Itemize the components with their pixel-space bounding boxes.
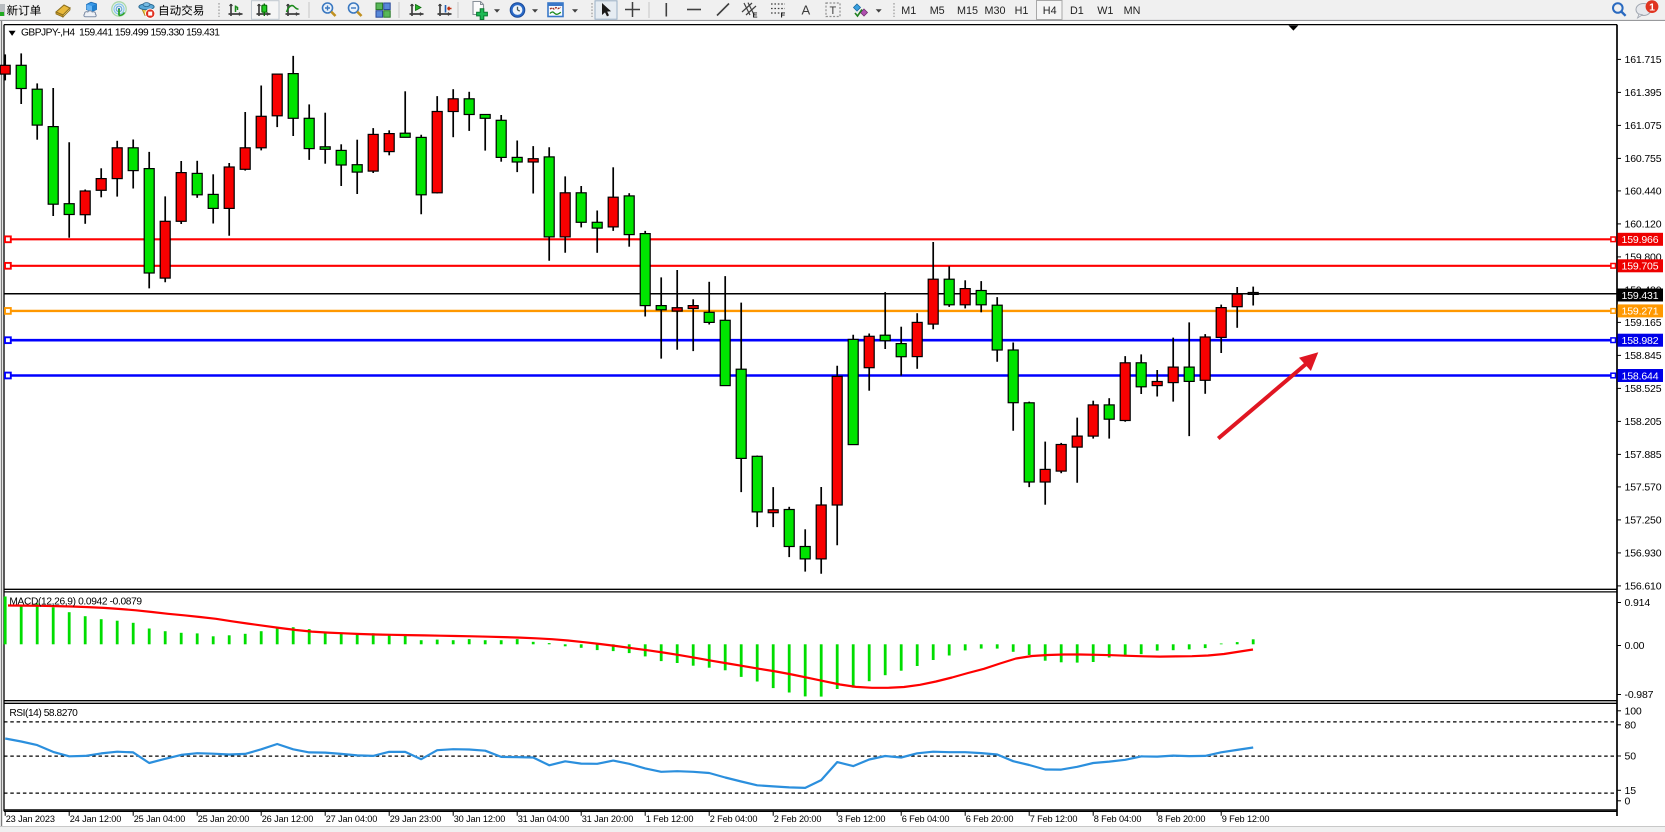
svg-text:100: 100 bbox=[1625, 705, 1642, 717]
svg-text:159.966: 159.966 bbox=[1622, 234, 1659, 246]
svg-text:158.644: 158.644 bbox=[1622, 370, 1659, 382]
svg-text:15: 15 bbox=[1625, 785, 1637, 797]
svg-text:160.440: 160.440 bbox=[1625, 186, 1662, 198]
svg-text:0.914: 0.914 bbox=[1625, 597, 1651, 609]
svg-text:8 Feb 04:00: 8 Feb 04:00 bbox=[1094, 814, 1142, 824]
svg-text:T: T bbox=[830, 5, 837, 17]
svg-text:D1: D1 bbox=[1070, 5, 1084, 17]
svg-text:M1: M1 bbox=[901, 5, 916, 17]
svg-text:0.00: 0.00 bbox=[1625, 640, 1645, 652]
svg-text:-0.987: -0.987 bbox=[1625, 689, 1654, 701]
svg-text:157.570: 157.570 bbox=[1625, 482, 1662, 494]
svg-text:29 Jan 23:00: 29 Jan 23:00 bbox=[390, 814, 442, 824]
svg-text:158.205: 158.205 bbox=[1625, 416, 1662, 428]
svg-text:27 Jan 04:00: 27 Jan 04:00 bbox=[326, 814, 378, 824]
svg-text:6 Feb 20:00: 6 Feb 20:00 bbox=[966, 814, 1014, 824]
svg-text:157.250: 157.250 bbox=[1625, 515, 1662, 527]
svg-text:24 Jan 12:00: 24 Jan 12:00 bbox=[70, 814, 122, 824]
svg-text:156.610: 156.610 bbox=[1625, 581, 1662, 593]
svg-text:MACD(12,26,9) 0.0942 -0.0879: MACD(12,26,9) 0.0942 -0.0879 bbox=[9, 596, 142, 607]
svg-text:7 Feb 12:00: 7 Feb 12:00 bbox=[1030, 814, 1078, 824]
svg-text:9 Feb 12:00: 9 Feb 12:00 bbox=[1222, 814, 1270, 824]
svg-text:31 Jan 04:00: 31 Jan 04:00 bbox=[518, 814, 570, 824]
svg-text:E: E bbox=[753, 11, 758, 20]
svg-text:H4: H4 bbox=[1043, 5, 1057, 17]
svg-text:W1: W1 bbox=[1097, 5, 1113, 17]
svg-text:160.755: 160.755 bbox=[1625, 153, 1662, 165]
svg-text:GBPJPY-,H4 159.441 159.499 15: GBPJPY-,H4 159.441 159.499 159.330 159.4… bbox=[21, 28, 220, 39]
svg-text:23 Jan 2023: 23 Jan 2023 bbox=[6, 814, 55, 824]
svg-text:161.715: 161.715 bbox=[1625, 54, 1662, 66]
svg-text:50: 50 bbox=[1625, 751, 1637, 763]
svg-text:30 Jan 12:00: 30 Jan 12:00 bbox=[454, 814, 506, 824]
svg-text:159.165: 159.165 bbox=[1625, 317, 1662, 329]
svg-text:2 Feb 20:00: 2 Feb 20:00 bbox=[774, 814, 822, 824]
svg-text:6 Feb 04:00: 6 Feb 04:00 bbox=[902, 814, 950, 824]
svg-text:159.705: 159.705 bbox=[1622, 261, 1659, 273]
svg-text:A: A bbox=[802, 3, 811, 18]
svg-text:1 Feb 12:00: 1 Feb 12:00 bbox=[646, 814, 694, 824]
svg-text:158.982: 158.982 bbox=[1622, 335, 1659, 347]
svg-text:H1: H1 bbox=[1015, 5, 1029, 17]
svg-text:0: 0 bbox=[1625, 795, 1631, 807]
svg-text:158.845: 158.845 bbox=[1625, 350, 1662, 362]
svg-text:159.431: 159.431 bbox=[1622, 290, 1659, 302]
svg-text:8 Feb 20:00: 8 Feb 20:00 bbox=[1158, 814, 1206, 824]
svg-text:161.075: 161.075 bbox=[1625, 120, 1662, 132]
svg-text:RSI(14) 58.8270: RSI(14) 58.8270 bbox=[9, 708, 78, 719]
svg-text:1: 1 bbox=[1649, 1, 1655, 13]
svg-text:2 Feb 04:00: 2 Feb 04:00 bbox=[710, 814, 758, 824]
svg-text:M5: M5 bbox=[930, 5, 945, 17]
svg-text:156.930: 156.930 bbox=[1625, 548, 1662, 560]
svg-text:31 Jan 20:00: 31 Jan 20:00 bbox=[582, 814, 634, 824]
svg-text:157.885: 157.885 bbox=[1625, 449, 1662, 461]
svg-text:MN: MN bbox=[1124, 5, 1141, 17]
svg-text:26 Jan 12:00: 26 Jan 12:00 bbox=[262, 814, 314, 824]
svg-text:160.120: 160.120 bbox=[1625, 219, 1662, 231]
svg-text:158.525: 158.525 bbox=[1625, 383, 1662, 395]
svg-text:M30: M30 bbox=[984, 5, 1005, 17]
svg-text:159.271: 159.271 bbox=[1622, 306, 1659, 318]
svg-text:25 Jan 20:00: 25 Jan 20:00 bbox=[198, 814, 250, 824]
svg-text:80: 80 bbox=[1625, 719, 1637, 731]
svg-text:M15: M15 bbox=[957, 5, 978, 17]
svg-text:161.395: 161.395 bbox=[1625, 87, 1662, 99]
svg-text:3 Feb 12:00: 3 Feb 12:00 bbox=[838, 814, 886, 824]
svg-text:F: F bbox=[781, 11, 786, 20]
svg-text:25 Jan 04:00: 25 Jan 04:00 bbox=[134, 814, 186, 824]
